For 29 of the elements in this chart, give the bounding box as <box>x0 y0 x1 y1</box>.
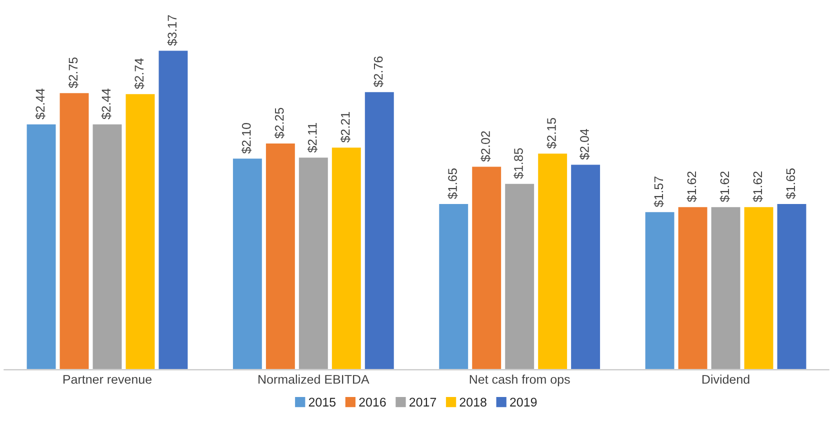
data-label: $2.74 <box>134 58 144 90</box>
data-label: $3.17 <box>167 15 178 46</box>
data-label: $2.10 <box>241 123 252 154</box>
data-label: $1.62 <box>686 172 697 202</box>
data-label: $2.11 <box>307 123 318 153</box>
x-tick-label: Dividend <box>702 374 750 384</box>
data-label: $1.65 <box>448 168 458 200</box>
data-label: $2.44 <box>101 88 112 120</box>
data-label: $2.02 <box>480 131 491 162</box>
legend-label: 2019 <box>510 398 537 407</box>
legend-label: 2015 <box>308 398 336 407</box>
data-label: $2.21 <box>340 112 351 143</box>
legend-label: 2016 <box>359 398 386 407</box>
data-label: $1.62 <box>720 172 730 202</box>
data-label: $1.85 <box>514 148 524 179</box>
data-label: $2.15 <box>546 118 557 149</box>
x-tick-label: Normalized EBITDA <box>258 374 370 384</box>
data-label: $1.57 <box>654 176 664 208</box>
legend-label: 2017 <box>409 398 436 407</box>
data-label: $2.25 <box>274 108 285 139</box>
data-label: $2.04 <box>580 128 590 160</box>
data-label: $1.62 <box>752 172 763 202</box>
data-label: $1.65 <box>786 168 796 200</box>
data-label: $2.76 <box>373 56 384 88</box>
data-label: $2.44 <box>35 88 46 120</box>
x-tick-label: Net cash from ops <box>470 374 570 386</box>
legend-label: 2018 <box>460 398 486 407</box>
x-tick-label: Partner revenue <box>63 375 152 384</box>
data-label: $2.75 <box>68 57 78 88</box>
